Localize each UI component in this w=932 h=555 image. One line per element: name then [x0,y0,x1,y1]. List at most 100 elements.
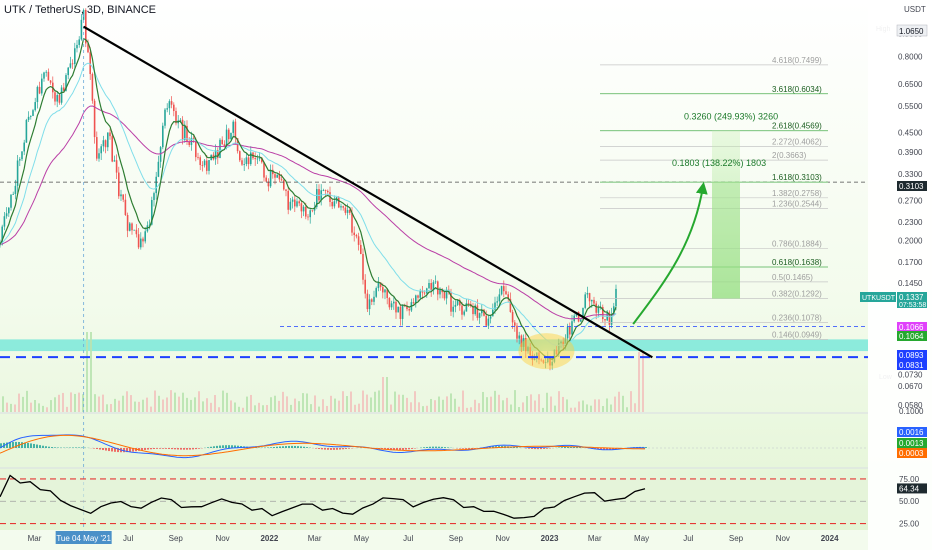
macd-badge-value: 0.0013 [899,439,924,448]
rsi-tick-label: 50.00 [899,497,920,506]
macd-histogram-bar [540,448,542,449]
rsi-pane[interactable] [0,476,868,524]
candle-body [76,45,78,48]
candle-body [239,151,241,160]
rsi-current-value: 64.34 [899,484,920,493]
fib-level-label: 0.618(0.1638) [772,258,822,267]
fib-level-label: 0.236(0.1078) [772,314,822,323]
volume-bar [622,396,624,412]
volume-bar [70,392,72,412]
candle-body [391,303,393,307]
candle-body [419,291,421,298]
volume-bar [62,393,64,412]
volume-bar [114,399,116,412]
time-tick-label: 2022 [260,534,278,543]
macd-histogram-bar [36,445,38,448]
volume-bar [318,407,320,412]
volume-bar [242,408,244,412]
macd-histogram-bar [339,448,341,450]
candle-body [116,160,118,172]
candle-body [241,160,243,164]
candle-body [72,63,74,64]
candle-body [230,133,232,139]
volume-bar [526,396,528,412]
volume-bar [462,391,464,412]
candle-body [488,319,490,326]
time-tick-label: May [634,534,649,543]
volume-bar [478,403,480,412]
volume-bar [466,408,468,412]
macd-histogram-bar [324,448,326,450]
support-band [0,339,868,351]
macd-histogram-bar [318,448,320,449]
volume-bar [134,402,136,412]
time-tick-label: Mar [308,534,322,543]
volume-bar [498,395,500,412]
volume-bar [166,397,168,412]
candle-body [153,193,155,200]
macd-histogram-bar [336,448,338,450]
candle-body [70,63,72,67]
volume-bar [402,395,404,412]
macd-histogram-bar [564,447,566,448]
volume-bar [66,407,68,412]
candle-body [232,122,234,133]
volume-bar [374,392,376,412]
candle-body [477,306,479,318]
price-tick-label: 0.0730 [898,370,923,379]
time-tick-label: Mar [28,534,42,543]
volume-bar [38,403,40,412]
candle-body [400,307,402,319]
candle-body [125,200,127,215]
macd-histogram-bar [30,443,32,448]
macd-histogram-bar [177,448,179,449]
volume-bar [358,404,360,412]
volume-bar [282,392,284,412]
candle-body [595,304,597,313]
candle-body [105,140,107,147]
candle-body [604,319,606,320]
volume-bar [438,397,440,412]
candle-body [140,239,142,248]
price-tick-label: 0.3900 [898,148,923,157]
candle-body [78,39,80,44]
candle-body [199,157,201,165]
candle-body [351,213,353,233]
volume-bar [454,399,456,412]
macd-histogram-bar [45,446,47,448]
volume-bar [10,404,12,412]
volume-bar [602,406,604,412]
volume-bar [258,403,260,412]
macd-histogram-bar [195,448,197,449]
volume-bar [534,401,536,412]
time-tick-label: Jul [123,534,133,543]
macd-histogram-bar [297,446,299,448]
price-axis[interactable]: USDT0.95000.80000.65000.55000.45000.3900… [860,0,932,550]
candle-body [353,233,355,235]
volume-bar [490,397,492,412]
macd-histogram-bar [285,446,287,448]
candle-body [408,309,410,310]
macd-histogram-bar [402,448,404,450]
macd-histogram-bar [210,447,212,448]
candle-body [100,146,102,153]
candle-body [384,290,386,293]
candle-body [281,179,283,180]
volume-bar [278,401,280,412]
volume-bar [26,391,28,412]
volume-bar [310,404,312,412]
candle-body [160,147,162,162]
volume-bar [46,407,48,412]
volume-bar [546,393,548,412]
price-tick-label: 0.5500 [898,102,923,111]
candle-body [356,235,358,236]
candle-body [296,201,298,206]
candle-body [144,231,146,241]
volume-bar [146,398,148,412]
volume-bar [518,407,520,412]
macd-histogram-bar [186,448,188,450]
candle-body [402,305,404,318]
